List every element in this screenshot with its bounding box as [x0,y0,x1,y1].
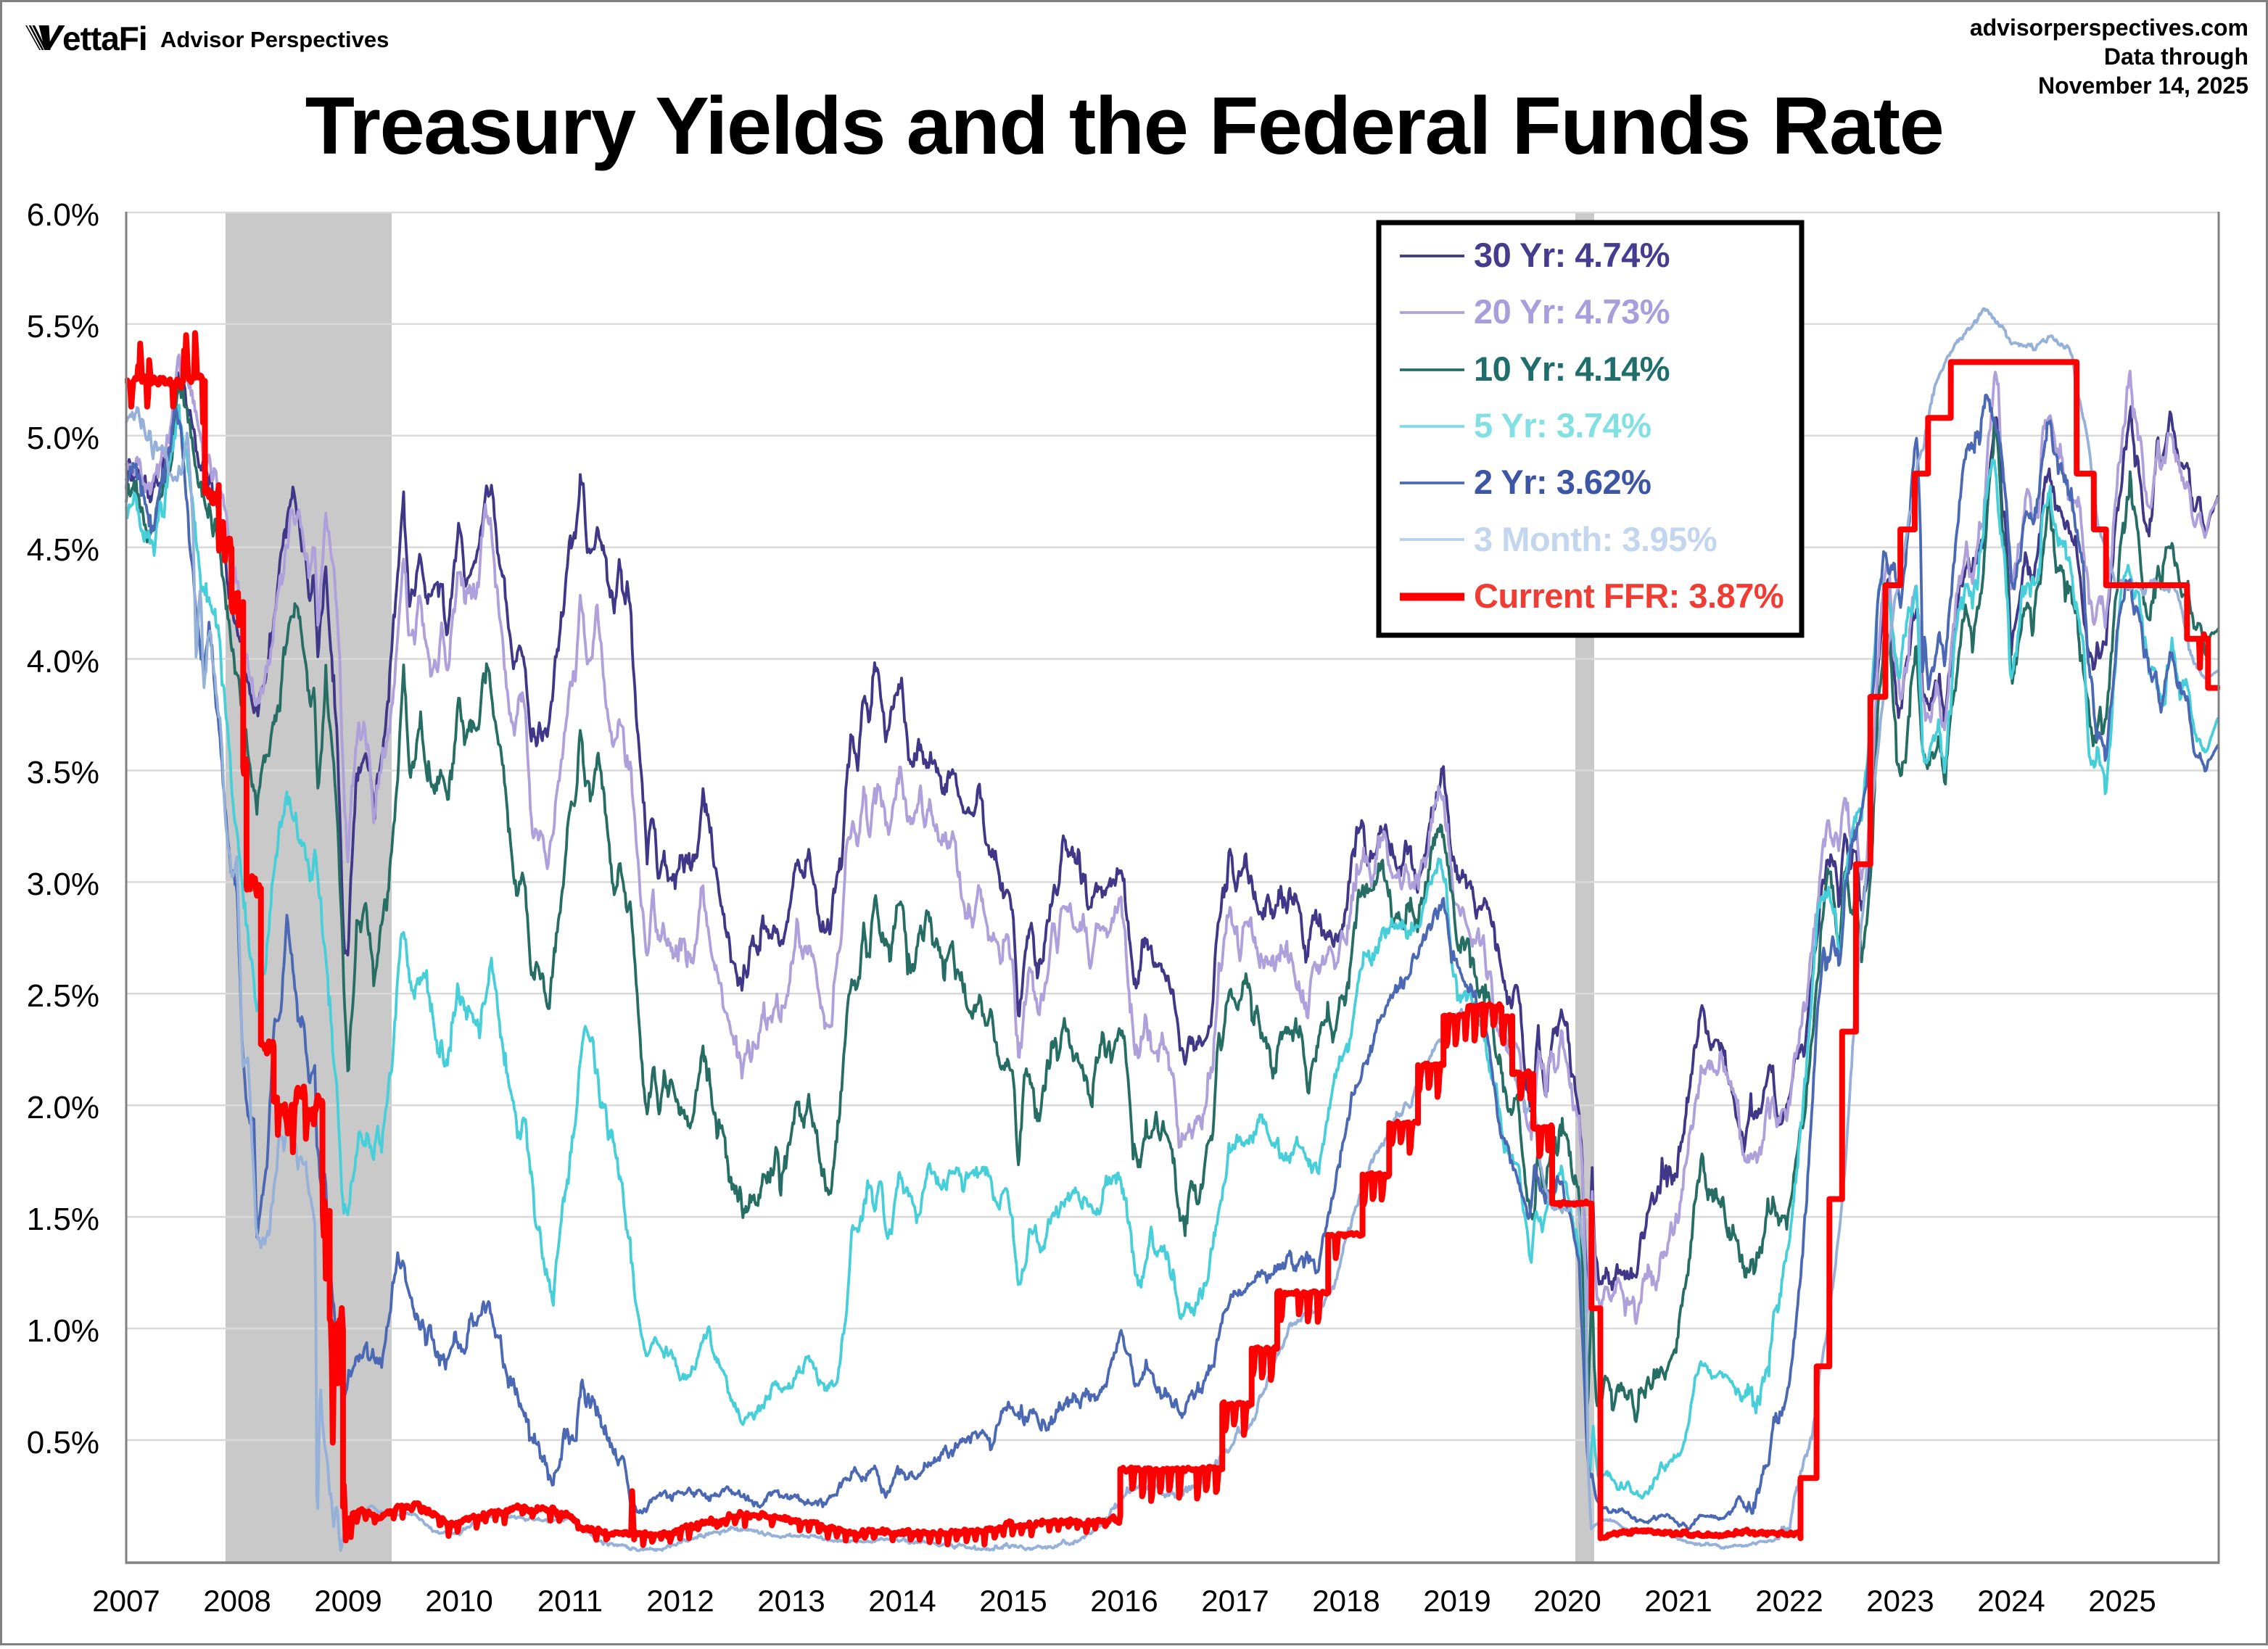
svg-text:5.5%: 5.5% [27,309,99,344]
svg-text:2.5%: 2.5% [27,978,99,1014]
svg-text:2024: 2024 [1977,1584,2045,1618]
svg-text:3 Month: 3.95%: 3 Month: 3.95% [1474,520,1717,558]
svg-text:advisorperspectives.com: advisorperspectives.com [1970,15,2248,41]
svg-text:2015: 2015 [979,1584,1047,1618]
svg-text:ettaFi: ettaFi [62,20,147,57]
svg-text:2025: 2025 [2088,1584,2156,1618]
svg-text:2018: 2018 [1312,1584,1380,1618]
svg-text:2016: 2016 [1090,1584,1158,1618]
svg-text:30 Yr: 4.74%: 30 Yr: 4.74% [1474,236,1670,274]
svg-text:2.0%: 2.0% [27,1090,99,1125]
svg-text:November 14, 2025: November 14, 2025 [2038,73,2248,99]
svg-text:2017: 2017 [1201,1584,1269,1618]
svg-text:5 Yr: 3.74%: 5 Yr: 3.74% [1474,406,1651,445]
svg-text:3.0%: 3.0% [27,867,99,902]
svg-text:0.5%: 0.5% [27,1425,99,1460]
svg-text:2023: 2023 [1866,1584,1934,1618]
svg-text:2 Yr: 3.62%: 2 Yr: 3.62% [1474,463,1651,501]
svg-text:2009: 2009 [314,1584,382,1618]
svg-text:2014: 2014 [868,1584,936,1618]
svg-text:2013: 2013 [757,1584,825,1618]
svg-text:4.0%: 4.0% [27,644,99,679]
svg-text:4.5%: 4.5% [27,532,99,568]
svg-text:2020: 2020 [1533,1584,1601,1618]
svg-text:2011: 2011 [537,1584,603,1618]
svg-text:Treasury Yields and the Federa: Treasury Yields and the Federal Funds Ra… [305,80,1944,171]
svg-text:10 Yr: 4.14%: 10 Yr: 4.14% [1474,350,1670,388]
svg-text:2007: 2007 [92,1584,160,1618]
svg-text:1.0%: 1.0% [27,1313,99,1349]
svg-text:1.5%: 1.5% [27,1202,99,1237]
svg-text:Advisor Perspectives: Advisor Perspectives [160,27,389,52]
svg-text:2019: 2019 [1423,1584,1490,1618]
svg-text:2010: 2010 [425,1584,492,1618]
svg-text:2021: 2021 [1644,1584,1712,1618]
svg-text:2022: 2022 [1755,1584,1823,1618]
svg-text:6.0%: 6.0% [27,197,99,233]
svg-text:2008: 2008 [203,1584,271,1618]
svg-text:Data through: Data through [2104,44,2248,70]
svg-text:3.5%: 3.5% [27,755,99,790]
svg-text:Current FFR: 3.87%: Current FFR: 3.87% [1474,576,1784,615]
svg-text:2012: 2012 [646,1584,714,1618]
svg-text:20 Yr: 4.73%: 20 Yr: 4.73% [1474,292,1670,331]
svg-text:5.0%: 5.0% [27,421,99,456]
